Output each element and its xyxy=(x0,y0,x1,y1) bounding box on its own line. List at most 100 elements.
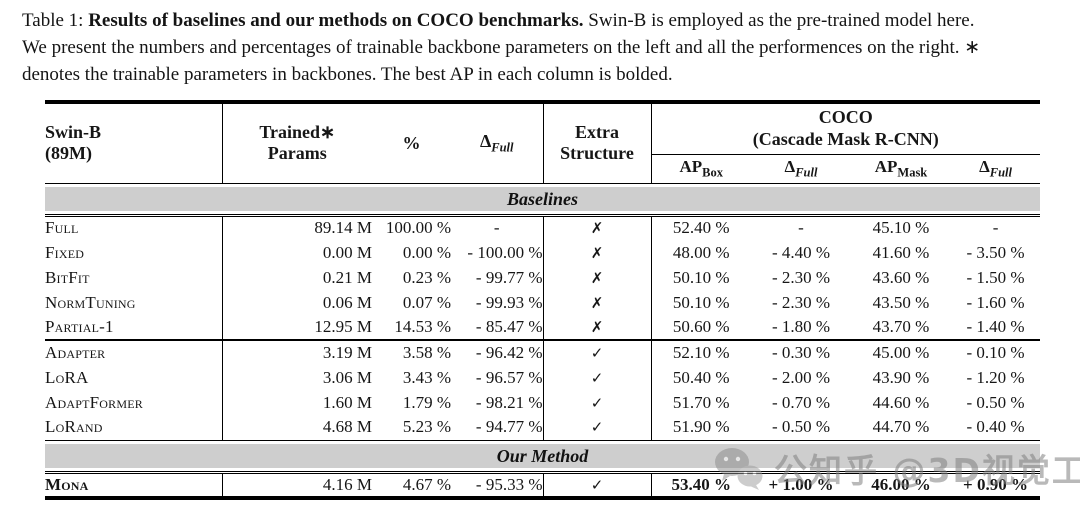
cell-delta-mask: - 3.50 % xyxy=(966,242,1025,262)
cell-percent: 3.58 % xyxy=(402,343,451,362)
cell-delta-full: - xyxy=(451,215,544,240)
check-icon: ✓ xyxy=(543,390,652,415)
cell-ap-box: 52.40 % xyxy=(672,218,730,238)
cell-trained-params: 0.21 M xyxy=(322,267,372,287)
cell-delta-box: - 2.30 % xyxy=(771,292,831,312)
cell-delta-mask: - 0.40 % xyxy=(966,417,1025,437)
cell-delta-box: - 1.80 % xyxy=(751,315,851,341)
cell-percent: 0.07 % xyxy=(402,292,451,312)
cell-ap-box: 50.10 % xyxy=(672,292,730,312)
column-header-trained-params: Trained∗ Params xyxy=(222,102,372,184)
cell-method-name: AdaptFormer xyxy=(45,390,223,415)
cell-delta-box: - 0.50 % xyxy=(771,417,831,437)
cell-delta-full: - 85.47 % xyxy=(451,315,544,341)
cell-ap-mask: 44.60 % xyxy=(872,392,930,412)
method-row-full: Full 89.14 M 100.00 % - ✗ 52.40 % - 45.1… xyxy=(45,215,1040,240)
cell-ap-box: 50.10 % xyxy=(672,267,730,287)
cross-icon: ✗ xyxy=(543,290,652,315)
method-row-adapter: Adapter 3.19 M 3.58 % - 96.42 % ✓ 52.10 … xyxy=(45,340,1040,365)
cell-ap-mask: 45.00 % xyxy=(872,343,930,362)
cross-icon: ✗ xyxy=(543,265,652,290)
cell-method-name: Partial-1 xyxy=(45,315,223,341)
cell-delta-mask: - 0.50 % xyxy=(966,392,1025,412)
cell-percent: 14.53 % xyxy=(372,315,451,341)
cell-trained-params: 0.00 M xyxy=(322,242,372,262)
column-group-header-coco: COCO (Cascade Mask R-CNN) xyxy=(651,102,1041,155)
cell-method-name: LoRA xyxy=(45,365,223,390)
cell-trained-params: 3.19 M xyxy=(322,343,372,362)
cell-delta-box: - xyxy=(798,218,804,238)
cell-method-name: LoRand xyxy=(45,415,223,440)
results-table: Swin-B (89M) Trained∗ Params % ΔFull Ext… xyxy=(45,100,1041,500)
cell-delta-full: - 96.42 % xyxy=(451,340,544,365)
cell-ap-mask: 43.70 % xyxy=(851,315,951,341)
cell-ap-box: 51.70 % xyxy=(672,392,730,412)
cell-trained-params: 0.06 M xyxy=(322,292,372,312)
cell-trained-params: 3.06 M xyxy=(322,367,372,387)
cell-delta-full: - 98.21 % xyxy=(451,390,544,415)
method-row-fixed: Fixed 0.00 M 0.00 % - 100.00 % ✗ 48.00 %… xyxy=(45,240,1040,265)
cross-icon: ✗ xyxy=(543,315,652,341)
cross-icon: ✗ xyxy=(543,240,652,265)
method-row-normtuning: NormTuning 0.06 M 0.07 % - 99.93 % ✗ 50.… xyxy=(45,290,1040,315)
cell-delta-full: - 99.93 % xyxy=(451,290,544,315)
method-row-lora: LoRA 3.06 M 3.43 % - 96.57 % ✓ 50.40 % -… xyxy=(45,365,1040,390)
cell-method-name: NormTuning xyxy=(45,290,223,315)
method-row-mona: Mona 4.16 M 4.67 % - 95.33 % ✓ 53.40 % +… xyxy=(45,472,1040,498)
cell-delta-full: - 100.00 % xyxy=(451,240,544,265)
cross-icon: ✗ xyxy=(543,215,652,240)
caption-bold-title: Results of baselines and our methods on … xyxy=(88,10,584,31)
cell-ap-box: 50.40 % xyxy=(672,367,730,387)
check-icon: ✓ xyxy=(543,365,652,390)
cell-delta-mask: - 1.40 % xyxy=(951,315,1041,341)
cell-delta-full: - 96.57 % xyxy=(451,365,544,390)
column-header-ap-mask: APMask xyxy=(851,154,951,184)
cell-ap-box: 50.60 % xyxy=(651,315,751,341)
cell-ap-mask: 46.00 % xyxy=(871,474,931,494)
column-header-percent: % xyxy=(372,102,451,184)
band-row-baselines: Baselines xyxy=(45,182,1041,217)
cell-delta-mask: - 1.60 % xyxy=(966,292,1025,312)
cell-trained-params: 1.60 M xyxy=(322,392,372,412)
cell-delta-mask: - 0.10 % xyxy=(966,343,1025,362)
cell-delta-mask: + 0.90 % xyxy=(963,474,1028,494)
cell-percent: 4.67 % xyxy=(402,474,451,494)
cell-delta-box: - 0.30 % xyxy=(771,343,831,362)
model-name: Swin-B xyxy=(45,122,102,143)
cell-trained-params: 4.68 M xyxy=(322,417,372,437)
cell-percent: 5.23 % xyxy=(402,417,451,437)
method-row-bitfit: BitFit 0.21 M 0.23 % - 99.77 % ✗ 50.10 %… xyxy=(45,265,1040,290)
column-header-model: Swin-B (89M) xyxy=(45,102,223,184)
cell-delta-box: + 1.00 % xyxy=(768,474,834,494)
caption-prefix: Table 1: xyxy=(22,10,84,31)
cell-ap-mask: 43.90 % xyxy=(872,367,930,387)
check-icon: ✓ xyxy=(543,472,652,498)
cell-percent: 0.00 % xyxy=(402,242,451,262)
cell-method-name: BitFit xyxy=(45,265,223,290)
cell-trained-params: 4.16 M xyxy=(322,474,372,494)
table-caption: Table 1: Results of baselines and our me… xyxy=(22,8,1072,89)
cell-delta-mask: - 1.20 % xyxy=(966,367,1025,387)
method-row-partial-1: Partial-1 12.95 M 14.53 % - 85.47 % ✗ 50… xyxy=(45,315,1041,341)
section-label-baselines: Baselines xyxy=(45,186,1041,211)
band-row-our-method: Our Method xyxy=(45,439,1041,474)
cell-ap-box: 53.40 % xyxy=(671,474,732,494)
cell-delta-full: - 94.77 % xyxy=(451,415,544,440)
cell-method-name: Fixed xyxy=(45,240,223,265)
cell-method-name: Full xyxy=(45,215,223,240)
cell-ap-mask: 41.60 % xyxy=(872,242,930,262)
column-header-ap-box: APBox xyxy=(651,154,751,184)
header-row-top: Swin-B (89M) Trained∗ Params % ΔFull Ext… xyxy=(45,102,1041,184)
cell-ap-mask: 43.50 % xyxy=(872,292,930,312)
cell-ap-mask: 43.60 % xyxy=(872,267,930,287)
method-row-lorand: LoRand 4.68 M 5.23 % - 94.77 % ✓ 51.90 %… xyxy=(45,415,1040,440)
column-header-delta-full: ΔFull xyxy=(451,102,544,184)
cell-delta-box: - 4.40 % xyxy=(771,242,831,262)
column-header-extra-structure: Extra Structure xyxy=(543,102,652,184)
cell-delta-mask: - xyxy=(992,218,999,238)
cell-ap-box: 51.90 % xyxy=(672,417,730,437)
cell-delta-box: - 2.30 % xyxy=(771,267,831,287)
column-header-delta-mask: ΔFull xyxy=(951,154,1041,184)
caption-line-1-rest: Swin-B is employed as the pre-trained mo… xyxy=(588,10,975,31)
